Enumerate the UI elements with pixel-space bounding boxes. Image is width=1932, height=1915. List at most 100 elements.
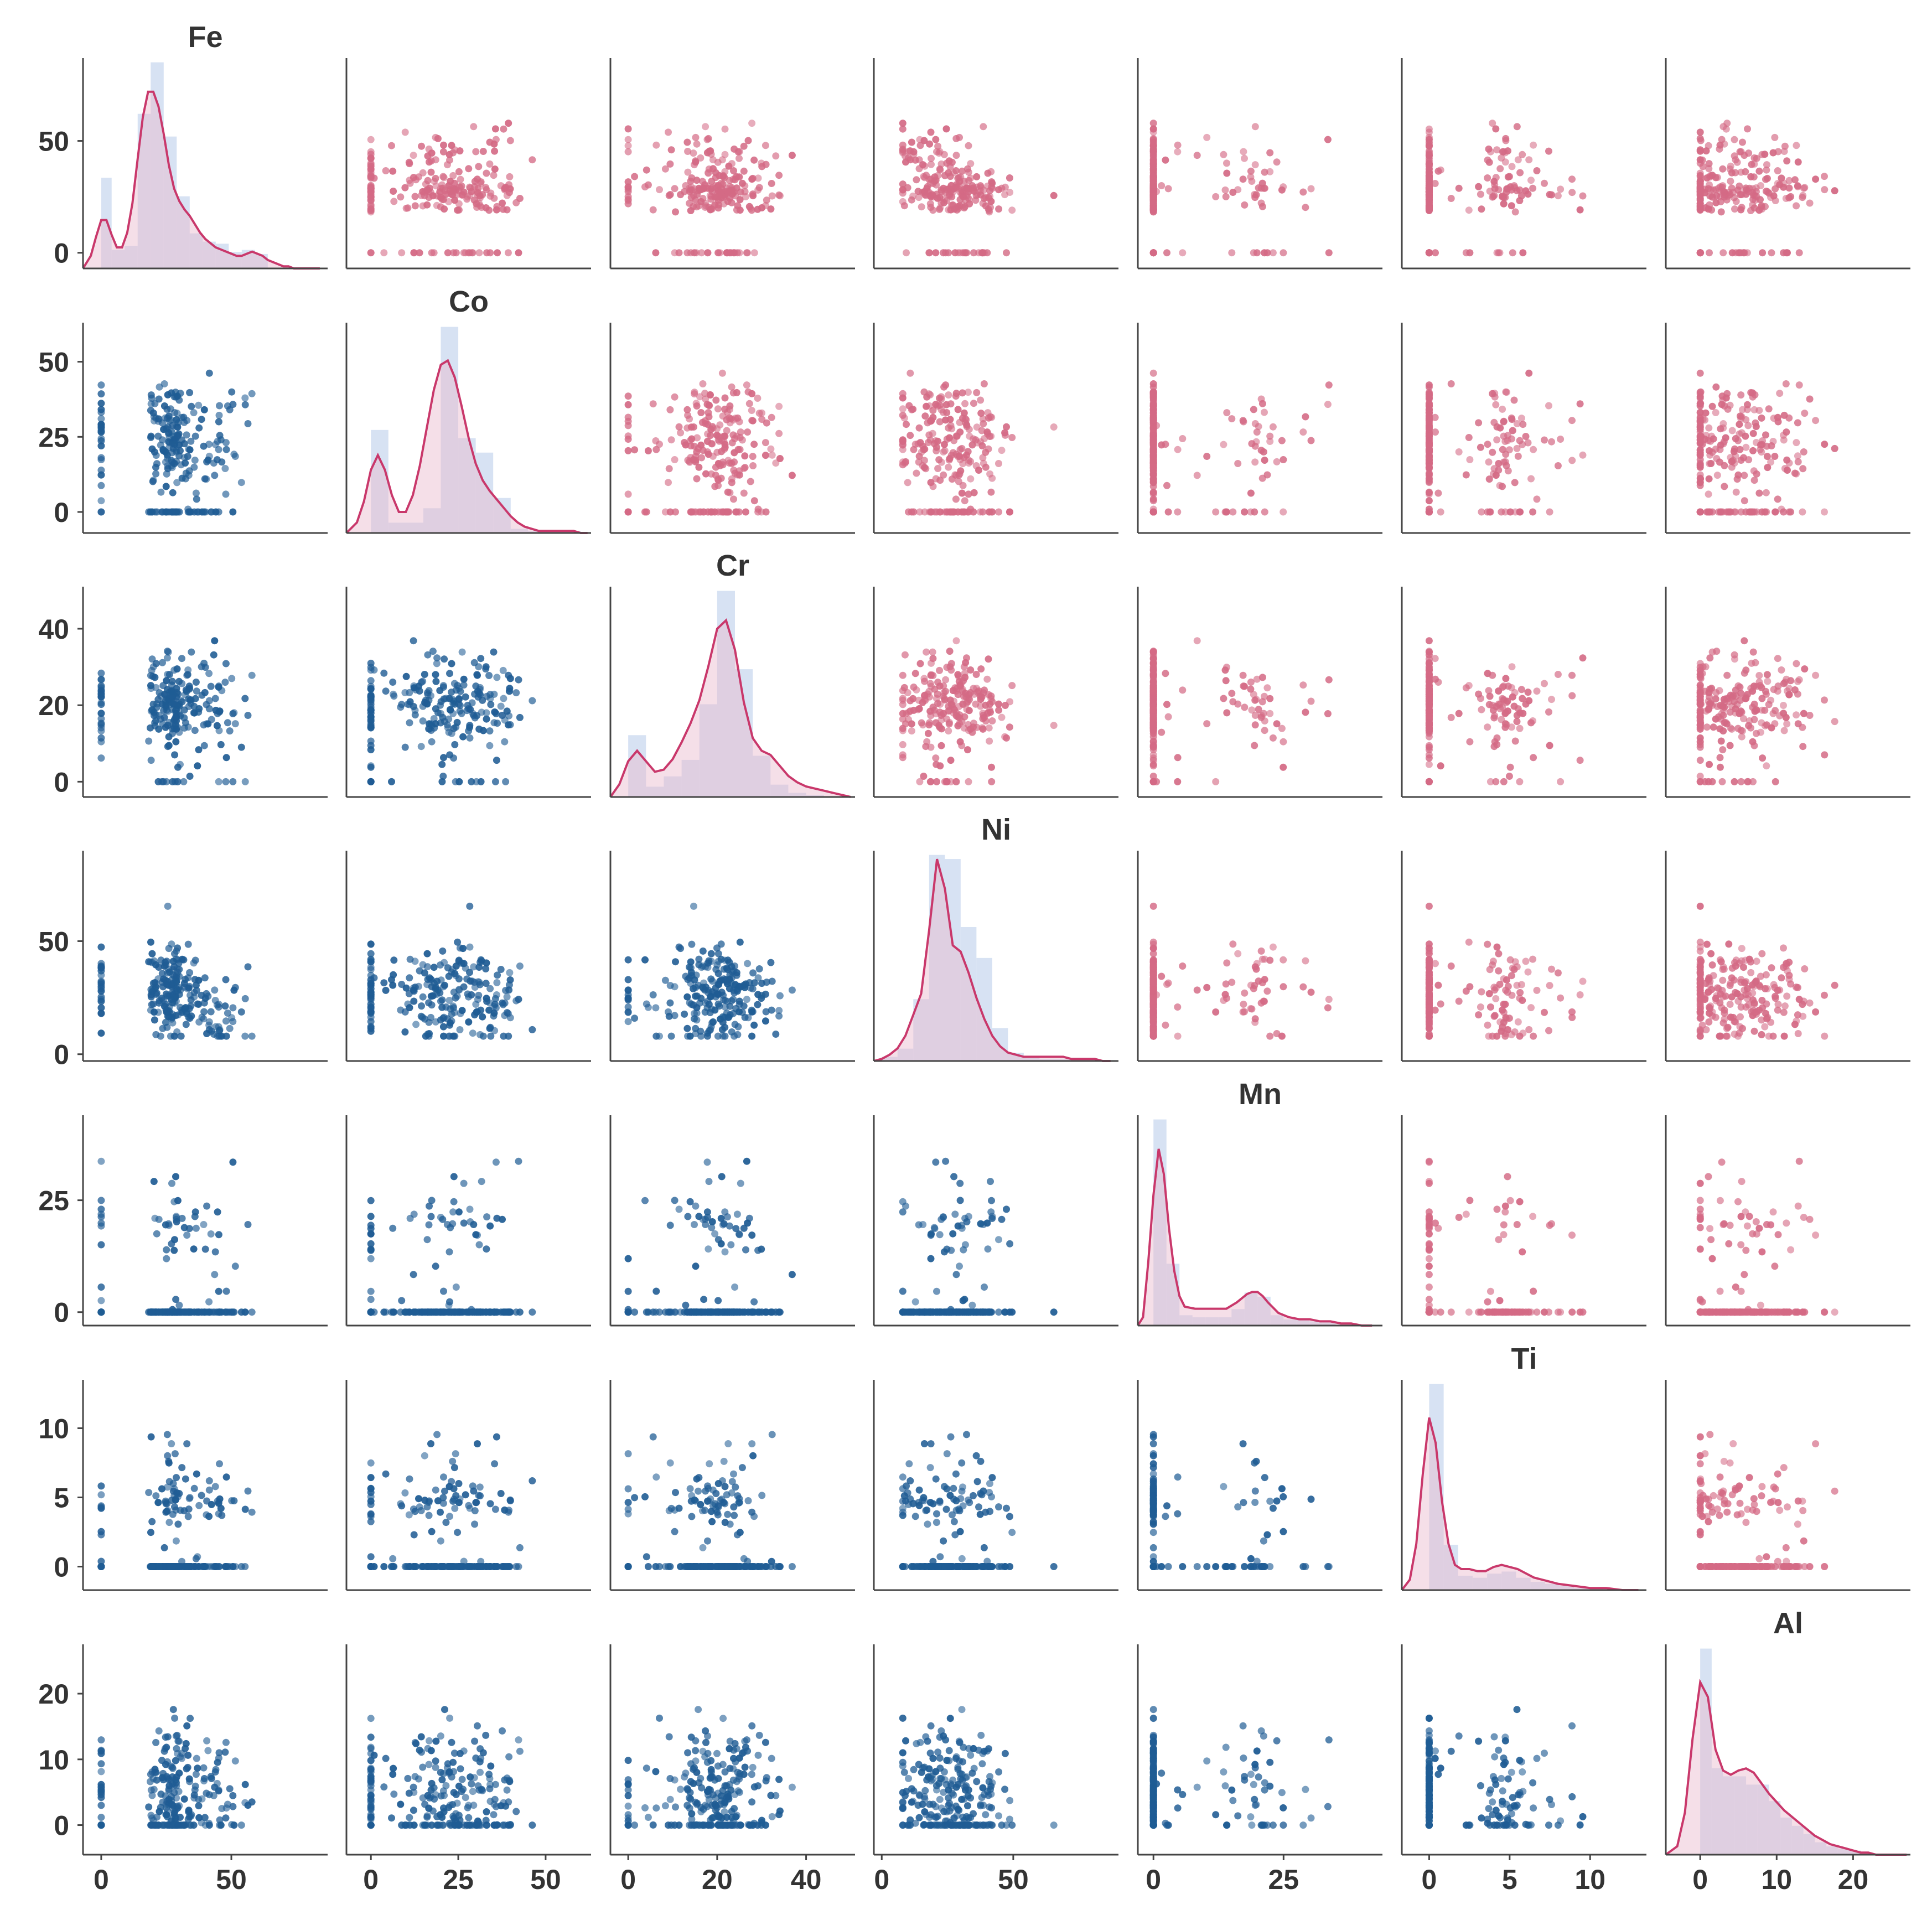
scatter-point (210, 459, 217, 467)
scatter-point (1696, 415, 1704, 423)
scatter-point (941, 172, 949, 179)
scatter-point (1821, 751, 1829, 759)
scatter-point (437, 1016, 444, 1024)
scatter-point (429, 648, 437, 655)
scatter-point (1149, 508, 1157, 516)
scatter-point (367, 988, 375, 996)
panel-cr-vs-cr: Cr (609, 549, 855, 798)
scatter-point (432, 677, 440, 685)
scatter-point (1425, 176, 1433, 184)
scatter-point (1425, 760, 1433, 768)
scatter-point (1490, 714, 1498, 722)
scatter-point (1732, 156, 1739, 164)
scatter-point (1705, 205, 1712, 213)
scatter-point (1149, 205, 1157, 213)
scatter-point (1149, 778, 1157, 785)
scatter-point (367, 958, 375, 966)
scatter-point (776, 192, 784, 200)
scatter-point (465, 165, 473, 173)
scatter-point (228, 388, 236, 396)
scatter-point (151, 448, 158, 456)
scatter-point (483, 249, 491, 257)
scatter-point (768, 192, 776, 200)
panel-co-vs-al (1665, 323, 1910, 534)
scatter-point (729, 416, 737, 424)
scatter-point (1706, 173, 1714, 181)
scatter-point (1425, 128, 1433, 136)
scatter-point (942, 676, 950, 684)
scatter-point (1750, 204, 1758, 212)
scatter-point (506, 721, 514, 728)
scatter-point (149, 980, 157, 987)
scatter-point (1513, 444, 1521, 452)
scatter-point (454, 206, 462, 214)
scatter-point (1503, 721, 1510, 728)
scatter-point (704, 249, 712, 257)
scatter-point (702, 470, 709, 478)
scatter-point (215, 778, 222, 785)
scatter-point (1728, 427, 1736, 434)
scatter-point (714, 1032, 722, 1040)
scatter-point (1425, 390, 1433, 398)
scatter-point (1763, 762, 1770, 770)
scatter-point (367, 1005, 375, 1012)
scatter-point (644, 447, 652, 454)
scatter-point (147, 434, 154, 441)
scatter-point (671, 456, 678, 463)
scatter-point (1425, 488, 1433, 496)
scatter-point (1162, 441, 1169, 448)
scatter-point (1241, 201, 1249, 209)
scatter-point (928, 190, 935, 198)
scatter-point (899, 671, 907, 679)
scatter-point (493, 674, 501, 681)
scatter-point (942, 249, 950, 257)
scatter-point (1732, 249, 1739, 257)
scatter-point (1484, 723, 1491, 731)
scatter-point (1425, 423, 1433, 431)
scatter-point (1696, 479, 1704, 486)
scatter-point (501, 738, 509, 746)
scatter-point (475, 199, 483, 207)
diagonal-title-ni: Ni (981, 813, 1011, 846)
scatter-point (624, 178, 632, 186)
panel-cr-vs-co (345, 587, 591, 798)
scatter-point (1696, 389, 1704, 396)
scatter-point (1462, 471, 1470, 479)
panel-fe-vs-ti (1401, 58, 1646, 270)
scatter-point (1737, 168, 1745, 176)
scatter-point (248, 1032, 256, 1040)
scatter-point (174, 763, 182, 771)
scatter-point (723, 978, 731, 986)
scatter-point (1793, 439, 1800, 447)
scatter-point (652, 249, 660, 257)
scatter-point (960, 508, 967, 516)
scatter-point (217, 436, 225, 444)
scatter-point (920, 773, 928, 780)
scatter-point (1302, 413, 1309, 421)
scatter-point (389, 981, 397, 989)
scatter-point (1696, 183, 1704, 191)
scatter-point (430, 964, 438, 971)
scatter-point (169, 489, 177, 496)
scatter-point (736, 434, 744, 441)
scatter-point (1492, 401, 1500, 408)
scatter-point (987, 692, 995, 700)
scatter-point (193, 495, 200, 503)
scatter-point (684, 168, 692, 176)
scatter-point (959, 389, 966, 397)
scatter-point (758, 991, 766, 999)
scatter-point (475, 725, 483, 733)
scatter-point (1705, 490, 1712, 498)
scatter-point (1163, 482, 1170, 489)
scatter-point (683, 138, 691, 146)
scatter-point (961, 669, 968, 677)
scatter-point (1724, 405, 1732, 413)
scatter-point (929, 407, 937, 414)
scatter-point (1149, 437, 1157, 444)
scatter-point (1721, 462, 1728, 469)
scatter-point (1732, 488, 1740, 496)
scatter-point (1753, 154, 1760, 162)
scatter-point (1696, 402, 1704, 410)
scatter-point (494, 249, 501, 257)
scatter-point (493, 757, 500, 764)
